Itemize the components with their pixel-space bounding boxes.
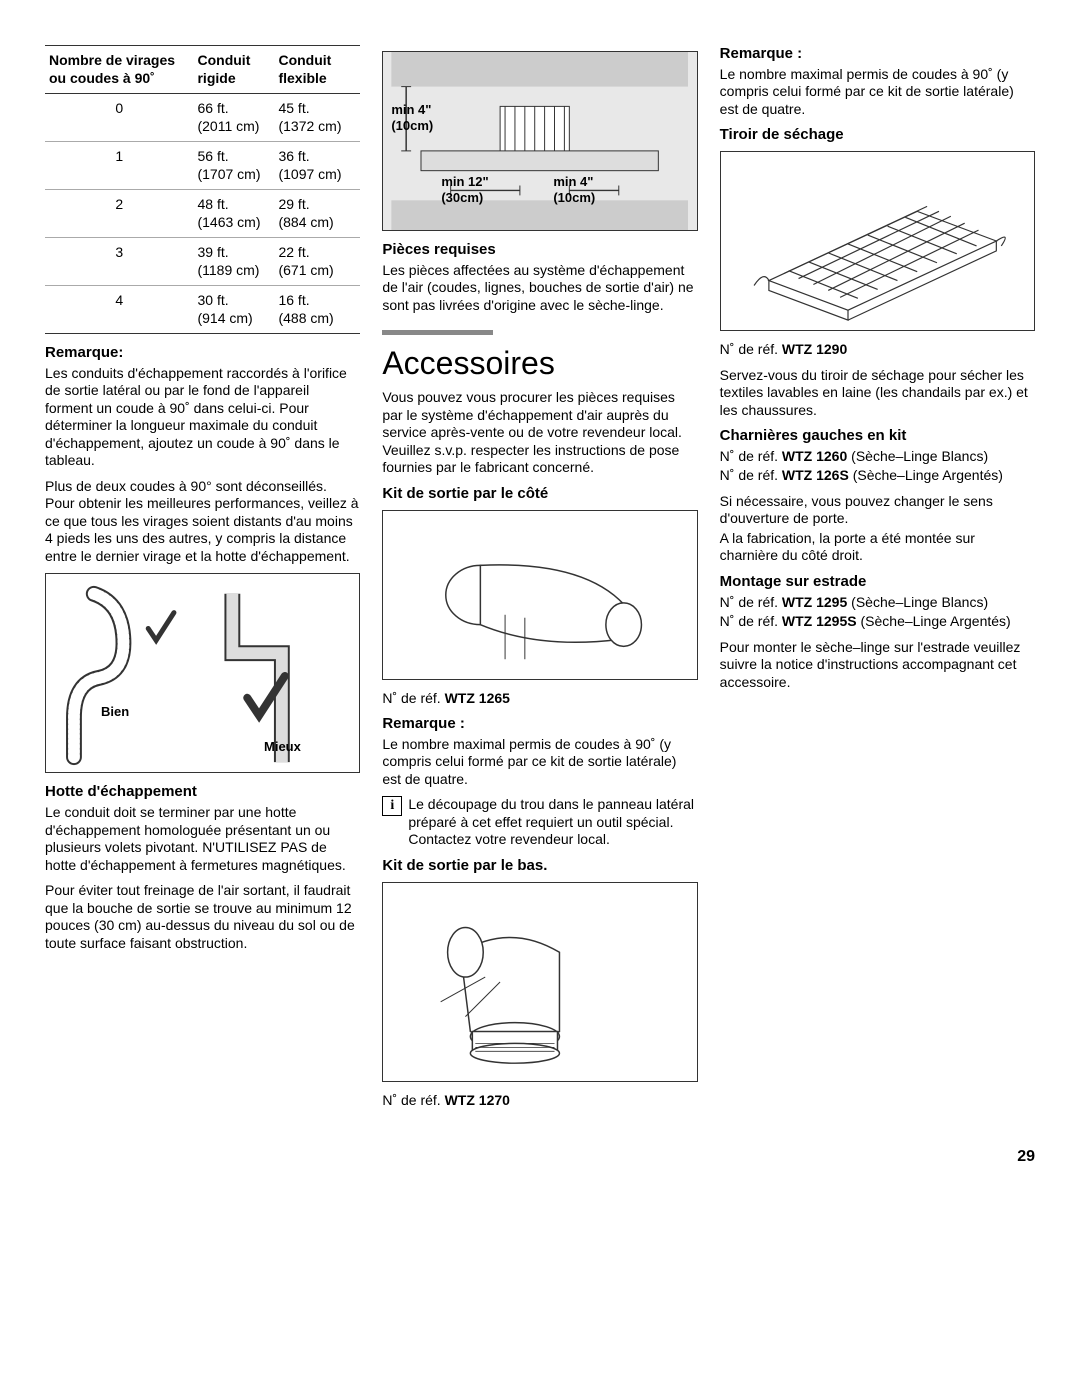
figure-kit-cote (382, 510, 697, 680)
remarque2-p: Le nombre maximal permis de coudes à 90˚… (382, 736, 697, 789)
th-turns: Nombre de virages ou coudes à 90˚ (45, 46, 193, 94)
tiroir-p: Servez‑vous du tiroir de séchage pour sé… (720, 367, 1035, 420)
hotte-title: Hotte d'échappement (45, 783, 360, 802)
duct-length-table: Nombre de virages ou coudes à 90˚ Condui… (45, 45, 360, 334)
column-3: Remarque : Le nombre maximal permis de c… (720, 45, 1035, 1117)
charnieres-p2: A la fabrication, la porte a été montée … (720, 530, 1035, 565)
accessoires-p: Vous pouvez vous procurer les pièces req… (382, 389, 697, 477)
tiroir-title: Tiroir de séchage (720, 126, 1035, 145)
th-rigid: Conduit rigide (193, 46, 274, 94)
figure-bien-mieux: Bien Mieux (45, 573, 360, 773)
label-bien: Bien (101, 704, 129, 720)
ref-1260: N˚ de réf. WTZ 1260 (Sèche–Linge Blancs) (720, 448, 1035, 466)
charnieres-title: Charnières gauches en kit (720, 427, 1035, 446)
table-row: 339 ft.(1189 cm)22 ft.(671 cm) (45, 238, 360, 286)
remarque2-label: Remarque : (382, 715, 697, 734)
section-rule (382, 330, 492, 335)
page-number: 29 (45, 1147, 1035, 1167)
ref-1295: N˚ de réf. WTZ 1295 (Sèche–Linge Blancs) (720, 594, 1035, 612)
remarque3-p: Le nombre maximal permis de coudes à 90˚… (720, 66, 1035, 119)
remarque-label: Remarque: (45, 344, 360, 363)
column-2: min 4"(10cm) min 12"(30cm) min 4"(10cm) … (382, 45, 697, 1117)
remarque-p1: Les conduits d'échappement raccordés à l… (45, 365, 360, 470)
accessoires-heading: Accessoires (382, 339, 697, 383)
hotte-p1: Le conduit doit se terminer par une hott… (45, 804, 360, 874)
column-1: Nombre de virages ou coudes à 90˚ Condui… (45, 45, 360, 1117)
ref-1290: N˚ de réf. WTZ 1290 (720, 341, 1035, 359)
kit-cote-title: Kit de sortie par le côté (382, 485, 697, 504)
pieces-p: Les pièces affectées au système d'échapp… (382, 262, 697, 315)
info-icon: i (382, 796, 402, 816)
table-row: 066 ft.(2011 cm)45 ft.(1372 cm) (45, 94, 360, 142)
label-mieux: Mieux (264, 739, 301, 755)
th-flex: Conduit flexible (274, 46, 360, 94)
info-note: i Le découpage du trou dans le panneau l… (382, 796, 697, 849)
hotte-p2: Pour éviter tout freinage de l'air sorta… (45, 882, 360, 952)
ref-1265: N˚ de réf. WTZ 1265 (382, 690, 697, 708)
table-row: 430 ft.(914 cm)16 ft.(488 cm) (45, 286, 360, 334)
figure-kit-bas (382, 882, 697, 1082)
remarque-p2: Plus de deux coudes à 90° sont déconseil… (45, 478, 360, 566)
table-row: 248 ft.(1463 cm)29 ft.(884 cm) (45, 190, 360, 238)
table-row: 156 ft.(1707 cm)36 ft.(1097 cm) (45, 142, 360, 190)
info-text: Le découpage du trou dans le panneau lat… (408, 796, 697, 849)
duct-comparison-svg (46, 574, 359, 772)
ref-126s: N˚ de réf. WTZ 126S (Sèche–Linge Argenté… (720, 467, 1035, 485)
figure-tiroir (720, 151, 1035, 331)
figure-wall-clearance: min 4"(10cm) min 12"(30cm) min 4"(10cm) (382, 51, 697, 231)
montage-p: Pour monter le sèche–linge sur l'estrade… (720, 639, 1035, 692)
remarque3-label: Remarque : (720, 45, 1035, 64)
kit-bas-title: Kit de sortie par le bas. (382, 857, 697, 876)
montage-title: Montage sur estrade (720, 573, 1035, 592)
ref-1270: N˚ de réf. WTZ 1270 (382, 1092, 697, 1110)
pieces-title: Pièces requises (382, 241, 697, 260)
charnieres-p1: Si nécessaire, vous pouvez changer le se… (720, 493, 1035, 528)
ref-1295s: N˚ de réf. WTZ 1295S (Sèche–Linge Argent… (720, 613, 1035, 631)
